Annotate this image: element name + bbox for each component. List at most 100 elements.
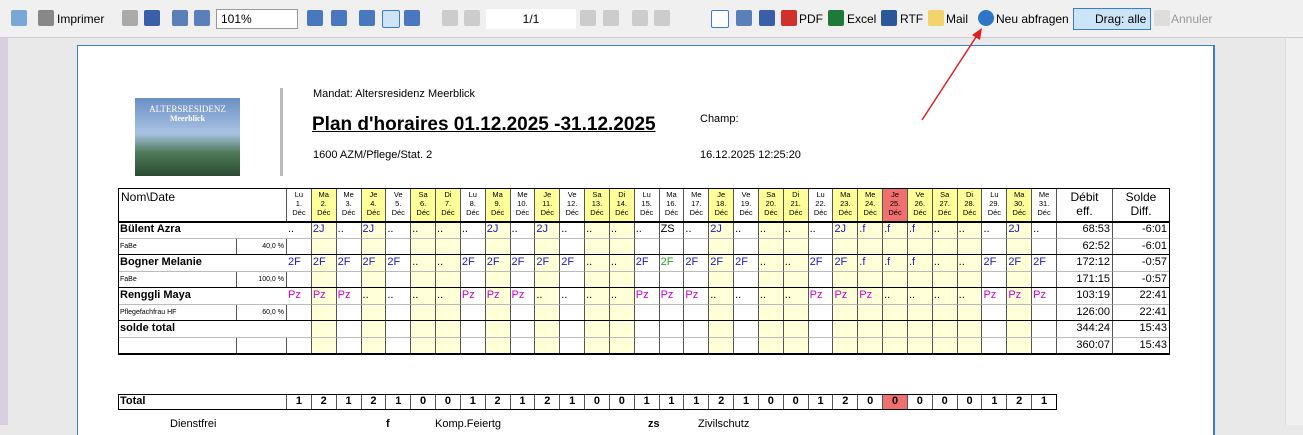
- day-header-text: 11.: [542, 199, 553, 208]
- icon[interactable]: [11, 10, 27, 26]
- mail-button[interactable]: Mail: [946, 12, 969, 26]
- icon[interactable]: [359, 10, 375, 26]
- icon[interactable]: [654, 10, 670, 26]
- shift-cell: [734, 321, 759, 338]
- shift-cell: Pz: [833, 288, 859, 305]
- day-header-text: Ve: [393, 190, 403, 199]
- legend-code: zs: [648, 418, 660, 430]
- shift-cell: [1007, 321, 1033, 338]
- shift-cell: [659, 321, 685, 338]
- shift-cell: ..: [883, 288, 908, 305]
- pdf-button[interactable]: PDF: [799, 12, 823, 26]
- shift-cell: [609, 321, 635, 338]
- report-title: Plan d'horaires 01.12.2025 -31.12.2025: [312, 114, 656, 135]
- shift-cell: Pz: [336, 288, 362, 305]
- icon[interactable]: [144, 10, 160, 26]
- shift-cell: Pz: [634, 288, 660, 305]
- shift-cell: 2F: [1007, 255, 1033, 272]
- shift-cell: [634, 321, 660, 338]
- day-header-text: Déc: [1012, 208, 1026, 217]
- shift-cell: Pz: [485, 288, 511, 305]
- page-field[interactable]: 1/1: [486, 9, 576, 29]
- total-value: 1: [684, 394, 710, 410]
- shift-cell: Pz: [808, 288, 834, 305]
- shift-cell: ..: [1032, 222, 1057, 239]
- separator: [280, 88, 283, 176]
- total-value: 1: [386, 394, 412, 410]
- drag-toggle[interactable]: Drag: alle: [1073, 8, 1151, 30]
- total-value: 1: [734, 394, 759, 410]
- shift-cell: Pz: [287, 288, 312, 305]
- refresh-button[interactable]: Neu abfragen: [996, 12, 1069, 26]
- total-value: 0: [883, 394, 908, 410]
- icon[interactable]: [122, 10, 138, 26]
- hand-tool[interactable]: [711, 10, 729, 28]
- scrollbar[interactable]: [1285, 38, 1303, 425]
- shift-cell: ..: [436, 255, 461, 272]
- icon[interactable]: [759, 10, 775, 26]
- icon[interactable]: [307, 10, 323, 26]
- icon[interactable]: [632, 10, 648, 26]
- icon[interactable]: [404, 10, 420, 26]
- day-header: Lu 8. Déc: [460, 188, 486, 222]
- shift-cell: ..: [436, 288, 461, 305]
- refresh-icon[interactable]: [978, 10, 994, 26]
- rtf-icon[interactable]: [881, 10, 897, 26]
- rtf-button[interactable]: RTF: [900, 12, 924, 26]
- day-header-text: 12.: [566, 199, 578, 208]
- day-header-text: Je: [543, 190, 552, 199]
- zoom-select[interactable]: 101%: [216, 9, 298, 29]
- day-header-text: Déc: [838, 208, 853, 217]
- shift-cell: 2F: [287, 255, 312, 272]
- shift-cell: 2F: [460, 255, 486, 272]
- shift-cell: ..: [609, 288, 635, 305]
- debit-value: 103:19: [1057, 288, 1113, 305]
- day-header-text: 23.: [840, 199, 851, 208]
- shift-cell: Pz: [858, 288, 884, 305]
- day-header-text: 8.: [469, 199, 476, 208]
- mail-icon[interactable]: [928, 10, 944, 26]
- day-header-text: Déc: [938, 208, 952, 217]
- total-value: 0: [907, 394, 933, 410]
- icon[interactable]: [580, 10, 596, 26]
- day-header: Sa 6. Déc: [411, 188, 437, 222]
- icon[interactable]: [603, 10, 619, 26]
- icon[interactable]: [736, 10, 752, 26]
- shift-cell: ..: [585, 288, 610, 305]
- shift-cell: ..: [609, 222, 635, 239]
- icon[interactable]: [172, 10, 188, 26]
- icon[interactable]: [194, 10, 210, 26]
- total-label: Total: [118, 394, 287, 410]
- cancel-button[interactable]: Annuler: [1171, 12, 1213, 26]
- day-header: Je 11. Déc: [535, 188, 561, 222]
- icon[interactable]: [382, 10, 400, 28]
- excel-icon[interactable]: [828, 10, 844, 26]
- icon[interactable]: [442, 10, 458, 26]
- row-separator: [118, 287, 1170, 288]
- print-button[interactable]: Imprimer: [57, 12, 105, 26]
- shift-cell: ..: [783, 255, 809, 272]
- day-header-text: 24.: [864, 199, 876, 208]
- icon[interactable]: [464, 10, 480, 26]
- shift-cell: ..: [585, 222, 610, 239]
- logo-text: Meerblick: [169, 114, 206, 123]
- day-header: Di 28. Déc: [957, 188, 983, 222]
- mandate: Mandat: Altersresidenz Meerblick: [313, 88, 476, 100]
- print-icon[interactable]: [38, 10, 54, 26]
- day-header: Ve 5. Déc: [386, 188, 412, 222]
- shift-cell: [858, 321, 884, 338]
- day-header-text: Sa: [766, 190, 776, 199]
- excel-button[interactable]: Excel: [847, 12, 877, 26]
- day-header-text: 14.: [616, 199, 628, 208]
- shift-cell: [585, 321, 610, 338]
- day-header-text: Me: [691, 190, 702, 199]
- icon[interactable]: [331, 10, 347, 26]
- day-header-text: Ma: [492, 190, 503, 199]
- pdf-icon[interactable]: [781, 10, 797, 26]
- day-header-text: Déc: [565, 208, 579, 217]
- icon[interactable]: [1154, 10, 1170, 26]
- shift-cell: [684, 321, 710, 338]
- shift-cell: ..: [734, 288, 759, 305]
- shift-cell: 2J: [833, 222, 859, 239]
- day-header-text: Déc: [813, 208, 828, 217]
